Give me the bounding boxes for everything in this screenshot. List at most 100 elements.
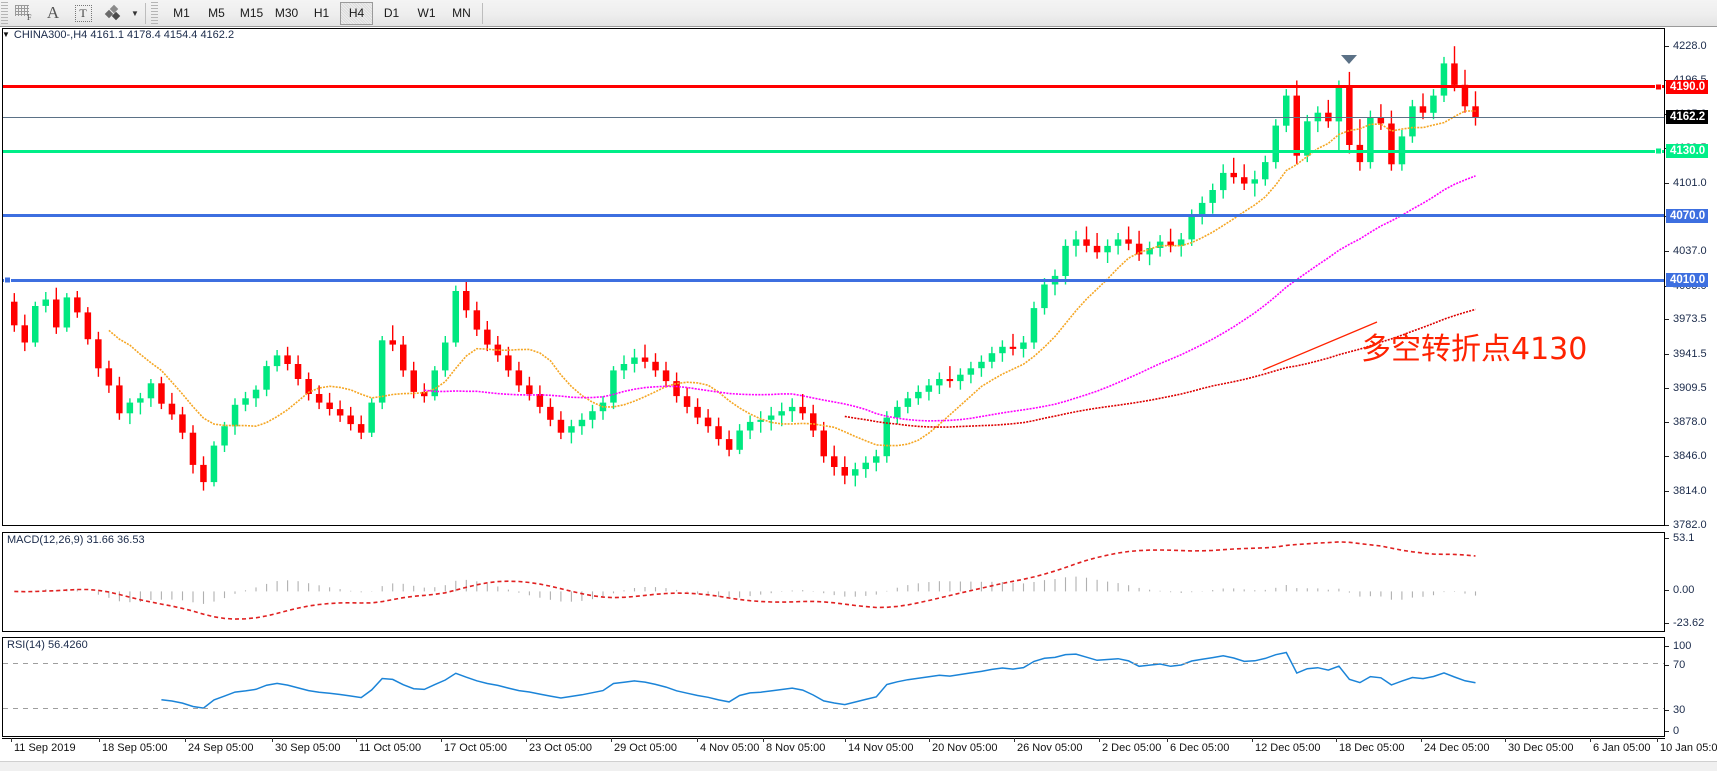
rsi-tick-100: 100 — [1665, 640, 1691, 652]
macd-tick-0: 53.1 — [1665, 532, 1694, 544]
price-tag-current-price-4162[interactable]: 4162.2 — [1666, 109, 1709, 124]
price-tick-3941-5: 3941.5 — [1665, 348, 1707, 360]
rsi-tick-30: 30 — [1665, 704, 1685, 716]
time-tick-mark-15 — [1252, 738, 1253, 742]
time-tick-label-2: 24 Sep 05:00 — [188, 742, 254, 754]
font-a-icon[interactable]: A — [46, 3, 60, 22]
time-tick-label-13: 2 Dec 05:00 — [1102, 742, 1162, 754]
timeframe-mn[interactable]: MN — [452, 6, 471, 20]
timeframe-m15[interactable]: M15 — [239, 6, 264, 20]
candlestick-canvas — [11, 46, 1479, 491]
symbol-caret-icon[interactable]: ▼ — [2, 30, 10, 39]
time-tick-mark-14 — [1167, 738, 1168, 742]
timeframe-m1[interactable]: M1 — [173, 6, 190, 20]
timeframe-w1[interactable]: W1 — [417, 6, 436, 20]
timeframe-m5[interactable]: M5 — [208, 6, 225, 20]
time-tick-mark-3 — [272, 738, 273, 742]
macd-tick-2: -23.62 — [1665, 617, 1704, 629]
time-tick-label-7: 29 Oct 05:00 — [614, 742, 677, 754]
symbol-header-text: CHINA300-,H4 4161.1 4178.4 4154.4 4162.2 — [13, 28, 235, 41]
price-axis[interactable]: 4228.04196.54165.04133.54101.04069.54037… — [1665, 28, 1717, 737]
time-tick-label-1: 18 Sep 05:00 — [102, 742, 168, 754]
time-tick-mark-11 — [929, 738, 930, 742]
level-handle-support-4010[interactable] — [4, 276, 11, 284]
macd-label: MACD(12,26,9) 31.66 36.53 — [7, 534, 145, 546]
price-tick-4101-0: 4101.0 — [1665, 177, 1707, 189]
status-bar — [0, 761, 1717, 771]
timeframe-h4[interactable]: H4 — [340, 1, 373, 25]
toolbar-separator — [145, 2, 146, 24]
time-axis-rule — [2, 738, 1665, 739]
time-tick-mark-8 — [697, 738, 698, 742]
time-tick-label-16: 18 Dec 05:00 — [1339, 742, 1405, 754]
time-tick-label-8: 4 Nov 05:00 — [700, 742, 760, 754]
crosshair-top-marker-icon — [1341, 55, 1357, 64]
price-tick-3846-0: 3846.0 — [1665, 450, 1707, 462]
time-tick-mark-2 — [185, 738, 186, 742]
time-tick-label-3: 30 Sep 05:00 — [275, 742, 341, 754]
symbol-header: ▼ CHINA300-,H4 4161.1 4178.4 4154.4 4162… — [0, 27, 1717, 42]
macd-panel[interactable]: MACD(12,26,9) 31.66 36.53 — [2, 532, 1665, 632]
time-tick-mark-7 — [611, 738, 612, 742]
level-handle-resistance-4190[interactable] — [1655, 83, 1662, 91]
level-line-current-price-4162[interactable] — [3, 116, 1664, 118]
time-tick-label-15: 12 Dec 05:00 — [1255, 742, 1321, 754]
price-tick-3878-0: 3878.0 — [1665, 416, 1707, 428]
text-object-icon[interactable]: T — [68, 1, 98, 26]
level-line-support-4070[interactable] — [3, 214, 1664, 218]
level-line-resistance-4190[interactable] — [3, 85, 1664, 89]
level-line-support-4010[interactable] — [3, 278, 1664, 282]
toolbar-drag-handle[interactable] — [1, 2, 8, 24]
time-tick-mark-10 — [845, 738, 846, 742]
time-tick-label-11: 20 Nov 05:00 — [932, 742, 998, 754]
time-tick-mark-9 — [763, 738, 764, 742]
timeframe-h1[interactable]: H1 — [313, 6, 330, 20]
annotation-text: 多空转折点4130 — [1361, 332, 1588, 367]
time-tick-mark-18 — [1505, 738, 1506, 742]
rsi-tick-70: 70 — [1665, 659, 1685, 671]
objects-diamond-icon[interactable] — [98, 1, 128, 26]
time-tick-mark-19 — [1590, 738, 1591, 742]
macd-canvas — [14, 541, 1477, 620]
price-panel[interactable]: 多空转折点4130 — [2, 28, 1665, 526]
time-tick-label-5: 17 Oct 05:00 — [444, 742, 507, 754]
price-tick-3909-5: 3909.5 — [1665, 382, 1707, 394]
time-tick-mark-1 — [99, 738, 100, 742]
annotation-leader-line — [1261, 314, 1381, 374]
rsi-label: RSI(14) 56.4260 — [7, 639, 88, 651]
time-tick-label-10: 14 Nov 05:00 — [848, 742, 914, 754]
macd-tick-1: 0.00 — [1665, 584, 1694, 596]
time-tick-mark-6 — [526, 738, 527, 742]
toolbar-separator-2 — [482, 2, 483, 24]
time-tick-mark-4 — [356, 738, 357, 742]
time-tick-label-9: 8 Nov 05:00 — [766, 742, 826, 754]
timeframe-m30[interactable]: M30 — [274, 6, 299, 20]
time-tick-label-14: 6 Dec 05:00 — [1170, 742, 1230, 754]
main-toolbar: F A T ▼ M1 M5 M15 M30 H1 H4 D1 W1 MN — [0, 0, 1717, 27]
time-tick-label-18: 30 Dec 05:00 — [1508, 742, 1574, 754]
time-tick-mark-0 — [11, 738, 12, 742]
time-tick-mark-16 — [1336, 738, 1337, 742]
time-tick-label-4: 11 Oct 05:00 — [359, 742, 422, 754]
level-handle-pivot-4130[interactable] — [1655, 147, 1662, 155]
price-tick-4037-0: 4037.0 — [1665, 245, 1707, 257]
grid-f-icon[interactable]: F — [8, 1, 38, 26]
rsi-panel[interactable]: RSI(14) 56.4260 — [2, 637, 1665, 737]
level-line-pivot-4130[interactable] — [3, 149, 1664, 153]
time-tick-label-17: 24 Dec 05:00 — [1424, 742, 1490, 754]
timeframe-d1[interactable]: D1 — [383, 6, 400, 20]
price-tag-resistance-4190[interactable]: 4190.0 — [1666, 79, 1709, 94]
price-tick-4228-0: 4228.0 — [1665, 40, 1707, 52]
rsi-canvas — [161, 651, 1476, 709]
price-tag-support-4070[interactable]: 4070.0 — [1666, 208, 1709, 223]
macd-panel-inner: MACD(12,26,9) 31.66 36.53 — [3, 533, 1664, 631]
price-tag-support-4010[interactable]: 4010.0 — [1666, 273, 1709, 288]
price-tag-pivot-4130[interactable]: 4130.0 — [1666, 144, 1709, 159]
rsi-panel-inner: RSI(14) 56.4260 — [3, 638, 1664, 736]
chart-area: ▼ CHINA300-,H4 4161.1 4178.4 4154.4 4162… — [0, 27, 1717, 771]
timeframe-toolbar-handle[interactable] — [151, 2, 158, 24]
time-axis[interactable]: 11 Sep 2019 18 Sep 05:00 24 Sep 05:00 30 Se… — [0, 738, 1717, 758]
price-tick-3973-5: 3973.5 — [1665, 313, 1707, 325]
chevron-down-icon[interactable]: ▼ — [131, 8, 139, 18]
time-tick-label-0: 11 Sep 2019 — [14, 742, 76, 754]
